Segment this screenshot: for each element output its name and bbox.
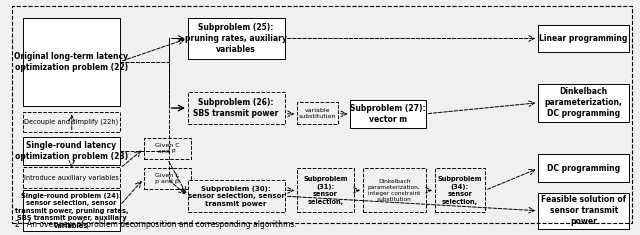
Text: Dinkelbach
parameterization,
DC programming: Dinkelbach parameterization, DC programm… xyxy=(545,87,623,118)
FancyBboxPatch shape xyxy=(435,168,485,212)
Text: Subproblem (25):
pruning rates, auxiliary
variables: Subproblem (25): pruning rates, auxiliar… xyxy=(185,23,287,54)
FancyBboxPatch shape xyxy=(188,92,285,124)
FancyBboxPatch shape xyxy=(23,190,120,231)
FancyBboxPatch shape xyxy=(538,84,629,122)
FancyBboxPatch shape xyxy=(188,18,285,59)
Text: 2   An overview of problem decomposition and corresponding algorithms.: 2 An overview of problem decomposition a… xyxy=(15,220,297,229)
FancyBboxPatch shape xyxy=(351,100,426,128)
Text: Subproblem (30):
sensor selection, sensor
transmit power: Subproblem (30): sensor selection, senso… xyxy=(188,186,285,207)
Text: variable
substitution: variable substitution xyxy=(299,108,336,119)
Text: Decouple and simplify (22h): Decouple and simplify (22h) xyxy=(24,119,118,125)
FancyBboxPatch shape xyxy=(23,18,120,106)
Text: Introduce auxiliary variables: Introduce auxiliary variables xyxy=(24,175,119,181)
Text: Single-round problem (24):
sensor selection, sensor
transmit power, pruning rate: Single-round problem (24): sensor select… xyxy=(15,193,128,229)
FancyBboxPatch shape xyxy=(23,112,120,132)
FancyBboxPatch shape xyxy=(23,167,120,188)
Text: Dinkelbach
parameterization,
integer constraint
substitution: Dinkelbach parameterization, integer con… xyxy=(368,179,420,202)
Text: Single-round latency
optimization problem (23): Single-round latency optimization proble… xyxy=(15,141,128,161)
FancyBboxPatch shape xyxy=(363,168,426,212)
Text: Linear programming: Linear programming xyxy=(540,34,628,43)
FancyBboxPatch shape xyxy=(188,180,285,212)
Text: Subproblem
(31):
sensor
selection,: Subproblem (31): sensor selection, xyxy=(303,176,348,205)
FancyBboxPatch shape xyxy=(144,168,191,189)
Text: Given C
and P: Given C and P xyxy=(155,143,180,154)
FancyBboxPatch shape xyxy=(23,137,120,165)
FancyBboxPatch shape xyxy=(538,154,629,182)
Text: Feasible solution of
sensor transmit
power: Feasible solution of sensor transmit pow… xyxy=(541,195,627,226)
Text: Subproblem
(34):
sensor
selection,: Subproblem (34): sensor selection, xyxy=(438,176,483,205)
Text: Original long-term latency
optimization problem (22): Original long-term latency optimization … xyxy=(14,52,129,72)
FancyBboxPatch shape xyxy=(538,193,629,229)
Text: Subproblem (27):
vector m: Subproblem (27): vector m xyxy=(350,104,426,124)
Text: DC programming: DC programming xyxy=(547,164,620,173)
Text: Subproblem (26):
SBS transmit power: Subproblem (26): SBS transmit power xyxy=(193,98,279,118)
FancyBboxPatch shape xyxy=(297,168,353,212)
FancyBboxPatch shape xyxy=(144,138,191,159)
Text: Given t,
p and p̅: Given t, p and p̅ xyxy=(155,173,180,184)
FancyBboxPatch shape xyxy=(538,25,629,52)
FancyBboxPatch shape xyxy=(297,102,338,124)
